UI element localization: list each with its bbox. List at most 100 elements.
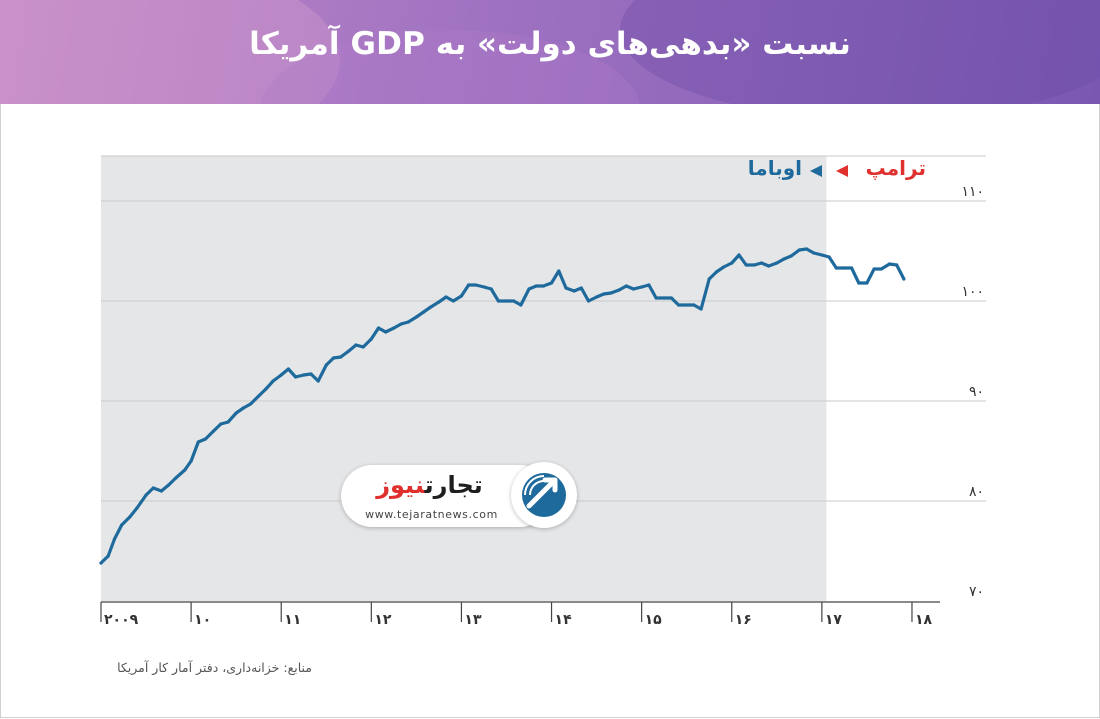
x-tick-label: ۱۵ — [645, 612, 663, 628]
data-point — [662, 296, 666, 300]
data-point — [271, 379, 275, 383]
data-point — [519, 303, 523, 307]
data-point — [151, 486, 155, 490]
data-point — [189, 459, 193, 463]
data-point — [451, 299, 455, 303]
data-point — [183, 468, 187, 472]
data-point — [249, 402, 253, 406]
data-point — [714, 270, 719, 274]
data-point — [782, 257, 786, 261]
x-tick-label: ۱۱ — [284, 612, 301, 628]
data-point — [226, 420, 230, 424]
data-point — [159, 489, 163, 493]
data-point — [196, 440, 200, 444]
data-point — [602, 292, 606, 296]
trump-label: ترامپ — [866, 156, 926, 180]
data-point — [112, 537, 117, 541]
data-point — [767, 264, 771, 268]
data-point — [586, 299, 591, 303]
data-point — [309, 372, 313, 376]
chart-title: نسبت «بدهی‌های دولت» به GDP آمریکا — [249, 26, 851, 62]
data-point — [294, 375, 298, 379]
data-point — [399, 322, 403, 326]
data-point — [392, 326, 396, 330]
x-tick-label: ۱۲ — [374, 612, 392, 628]
obama-label: اوباما — [748, 156, 802, 180]
data-point — [549, 281, 554, 285]
data-point — [257, 394, 261, 398]
logo-name-part2: نیوز — [376, 471, 425, 499]
data-point — [827, 255, 831, 259]
data-point — [707, 277, 711, 281]
data-point — [339, 355, 343, 359]
data-point — [324, 363, 328, 367]
obama-arrow-icon — [810, 165, 822, 177]
data-point — [654, 296, 658, 300]
data-point — [331, 356, 336, 360]
data-point — [534, 284, 538, 288]
source-note: منابع: خزانه‌داری، دفتر آمار کار آمریکا — [117, 660, 312, 675]
x-tick-label: ۱۷ — [825, 612, 843, 628]
data-point — [527, 287, 531, 291]
data-point — [316, 379, 320, 383]
data-point — [437, 300, 441, 304]
data-point — [789, 254, 793, 258]
data-point — [496, 299, 500, 303]
data-point — [564, 286, 568, 290]
data-point — [557, 269, 561, 273]
data-point — [174, 476, 178, 480]
data-point — [167, 483, 171, 487]
data-point — [482, 285, 486, 289]
data-point — [489, 287, 493, 291]
data-point — [699, 307, 703, 311]
y-tick-label: ۸۰ — [969, 484, 984, 500]
data-point — [647, 283, 651, 287]
data-point — [369, 337, 373, 341]
data-point — [820, 253, 824, 257]
data-point — [234, 411, 238, 415]
data-point — [241, 406, 245, 410]
data-point — [805, 247, 809, 251]
y-tick-label: ۷۰ — [969, 584, 984, 600]
data-point — [624, 284, 628, 288]
header-decoration — [620, 0, 1100, 104]
data-point — [640, 285, 644, 289]
data-point — [759, 261, 764, 265]
data-point — [722, 265, 726, 269]
x-tick-label: ۱۴ — [555, 612, 573, 628]
y-tick-label: ۱۰۰ — [961, 284, 984, 300]
x-tick-label: ۱۳ — [464, 612, 482, 628]
data-point — [512, 299, 516, 303]
data-point — [902, 277, 906, 281]
header-banner: نسبت «بدهی‌های دولت» به GDP آمریکا — [0, 0, 1100, 104]
x-tick-label: ۲۰۰۹ — [104, 612, 139, 628]
data-point — [609, 291, 613, 295]
data-point — [279, 373, 283, 377]
data-point — [467, 283, 471, 287]
data-point — [120, 523, 124, 527]
data-point — [572, 289, 576, 293]
logo-name-part1: تجارت — [424, 471, 483, 499]
data-point — [669, 296, 674, 300]
data-point — [579, 286, 583, 290]
data-point — [737, 253, 741, 257]
data-point — [744, 263, 748, 267]
data-point — [887, 262, 892, 266]
data-point — [879, 267, 883, 271]
data-point — [414, 315, 418, 319]
data-point — [135, 506, 139, 510]
logo-mark — [511, 462, 577, 528]
data-point — [203, 437, 208, 441]
logo-wordmark: تجارتنیوز — [347, 471, 512, 499]
data-point — [474, 283, 478, 287]
logo-url: www.tejaratnews.com — [365, 508, 498, 521]
data-point — [857, 281, 861, 285]
data-point — [128, 515, 132, 519]
data-point — [459, 294, 463, 298]
data-point — [106, 554, 110, 558]
logo-arrow-icon — [522, 473, 566, 517]
data-point — [219, 422, 223, 426]
data-point — [504, 299, 509, 303]
obama-period-shading — [101, 156, 827, 601]
data-point — [376, 326, 381, 330]
